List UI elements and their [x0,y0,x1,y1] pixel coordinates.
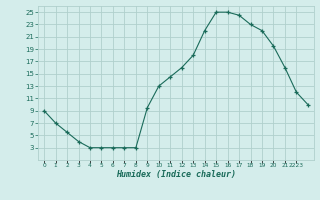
X-axis label: Humidex (Indice chaleur): Humidex (Indice chaleur) [116,170,236,179]
